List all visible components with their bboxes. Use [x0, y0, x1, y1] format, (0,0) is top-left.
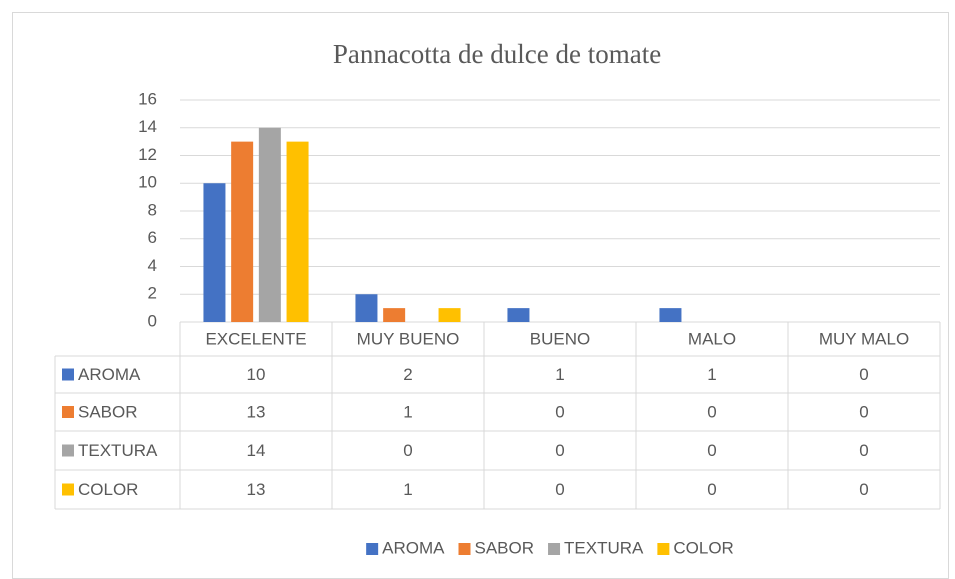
- table-cell: 1: [403, 402, 412, 421]
- y-tick-label: 8: [148, 200, 157, 219]
- bar: [507, 308, 530, 322]
- bar: [659, 308, 682, 322]
- table-cell: 13: [247, 402, 266, 421]
- table-cell: 2: [403, 365, 412, 384]
- table-legend-key: [62, 406, 74, 418]
- table-cell: 0: [859, 402, 868, 421]
- x-tick-label: BUENO: [530, 329, 590, 348]
- table-row-label: COLOR: [78, 480, 138, 499]
- table-legend-key: [62, 368, 74, 381]
- table-legend-key: [62, 444, 74, 457]
- legend-label: COLOR: [673, 538, 733, 557]
- chart-border: [12, 12, 949, 579]
- bar: [231, 141, 254, 322]
- legend-key: [548, 543, 561, 555]
- legend-label: TEXTURA: [564, 538, 644, 557]
- y-tick-label: 2: [148, 284, 157, 303]
- x-tick-label: MALO: [688, 329, 736, 348]
- x-tick-label: MUY BUENO: [357, 329, 460, 348]
- bar: [286, 141, 309, 322]
- legend-key: [366, 543, 379, 555]
- y-tick-label: 14: [138, 117, 157, 136]
- table-row-label: SABOR: [78, 402, 138, 421]
- legend-key: [458, 543, 471, 555]
- y-tick-label: 10: [138, 173, 157, 192]
- y-tick-label: 6: [148, 228, 157, 247]
- table-cell: 0: [555, 480, 564, 499]
- table-cell: 0: [859, 441, 868, 460]
- table-legend-key: [62, 483, 74, 496]
- table-cell: 1: [403, 480, 412, 499]
- legend-label: AROMA: [382, 538, 445, 557]
- table-cell: 0: [859, 365, 868, 384]
- table-cell: 14: [247, 441, 266, 460]
- table-row-label: TEXTURA: [78, 441, 158, 460]
- table-cell: 0: [555, 402, 564, 421]
- x-tick-label: MUY MALO: [819, 329, 909, 348]
- table-cell: 13: [247, 480, 266, 499]
- y-tick-label: 12: [138, 145, 157, 164]
- y-tick-label: 4: [148, 256, 157, 275]
- table-cell: 1: [707, 365, 716, 384]
- x-tick-label: EXCELENTE: [205, 329, 306, 348]
- legend-label: SABOR: [475, 538, 535, 557]
- bar: [203, 183, 226, 322]
- y-tick-label: 16: [138, 89, 157, 108]
- bar: [258, 127, 281, 322]
- chart-title: Pannacotta de dulce de tomate: [333, 39, 661, 69]
- table-cell: 1: [555, 365, 564, 384]
- bar: [355, 294, 378, 322]
- table-cell: 0: [859, 480, 868, 499]
- table-row-label: AROMA: [78, 365, 141, 384]
- table-cell: 10: [247, 365, 266, 384]
- table-cell: 0: [707, 480, 716, 499]
- table-cell: 0: [707, 402, 716, 421]
- y-tick-label: 0: [148, 311, 157, 330]
- bar: [383, 308, 406, 322]
- table-cell: 0: [707, 441, 716, 460]
- legend-key: [657, 543, 670, 555]
- table-cell: 0: [403, 441, 412, 460]
- table-cell: 0: [555, 441, 564, 460]
- bar: [438, 308, 461, 322]
